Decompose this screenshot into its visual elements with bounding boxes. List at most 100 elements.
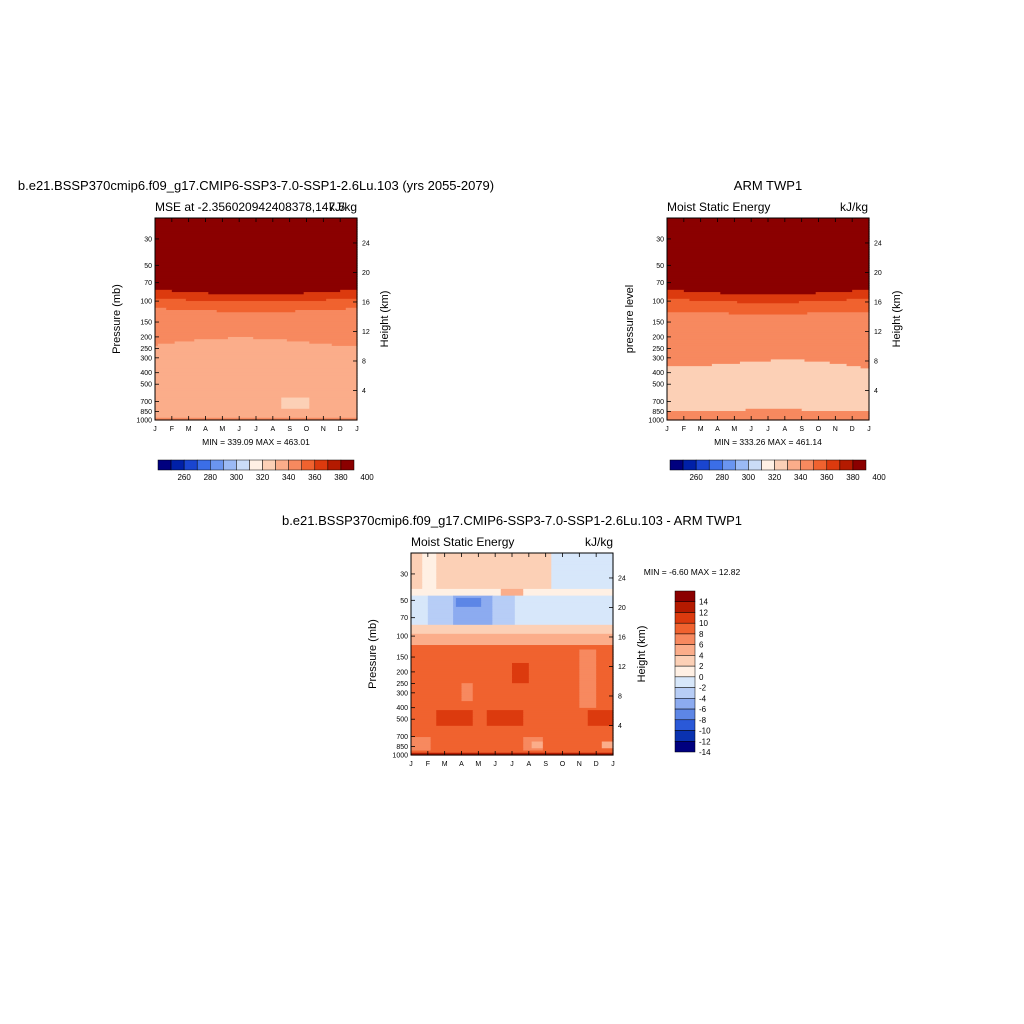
field-cell [155, 238, 358, 242]
field-cell [551, 557, 614, 561]
field-cell [155, 283, 358, 286]
field-cell [455, 600, 482, 603]
field-cell [667, 390, 870, 394]
field-cell [461, 694, 474, 698]
field-cell [155, 375, 358, 378]
field-cell [667, 303, 870, 307]
field-cell [531, 741, 544, 745]
field-cell [492, 615, 516, 619]
field-cell [667, 251, 870, 255]
field-cell [596, 667, 614, 671]
field-cell [411, 629, 614, 633]
field-cell [411, 721, 437, 725]
field-cell [667, 298, 691, 302]
field-cell [455, 604, 482, 608]
field-cell [171, 289, 341, 293]
obs-min-max: MIN = 333.26 MAX = 461.14 [714, 437, 822, 447]
field-cell [579, 685, 597, 689]
field-cell [411, 606, 429, 610]
field-cell [436, 577, 552, 581]
field-cell [436, 555, 552, 559]
diff-subtitle-left: Moist Static Energy [411, 535, 514, 549]
field-cell [596, 654, 614, 657]
month-tick-label: A [270, 426, 275, 433]
field-cell [155, 260, 358, 264]
field-cell [667, 233, 870, 237]
field-cell [514, 600, 614, 603]
colorbar-box [735, 459, 749, 471]
field-cell [667, 343, 870, 347]
field-cell [155, 341, 176, 345]
colorbar-box [674, 590, 696, 602]
field-cell [430, 748, 524, 752]
field-cell [427, 606, 454, 610]
field-cell [523, 712, 589, 716]
obs-subtitle-left: Moist Static Energy [667, 200, 770, 214]
field-cell [427, 618, 454, 621]
field-cell [551, 561, 614, 565]
pressure-tick-label: 500 [396, 717, 408, 724]
pressure-tick-label: 70 [144, 280, 152, 287]
field-cell [514, 606, 614, 610]
field-cell [481, 597, 493, 601]
field-cell [667, 357, 870, 360]
obs-figure-title: ARM TWP1 [734, 178, 802, 193]
field-cell [411, 564, 423, 568]
pressure-tick-label: 30 [400, 571, 408, 578]
field-cell [523, 588, 614, 592]
field-cell [411, 636, 614, 639]
field-cell [427, 620, 454, 624]
field-cell [155, 222, 358, 226]
field-cell [667, 323, 870, 327]
field-cell [512, 667, 530, 671]
field-cell [155, 357, 358, 360]
field-cell [155, 413, 358, 417]
field-cell [155, 402, 282, 405]
field-cell [155, 390, 358, 394]
field-cell [667, 411, 870, 414]
field-cell [155, 242, 358, 246]
field-cell [745, 408, 803, 412]
field-cell [411, 561, 423, 565]
field-cell [422, 564, 437, 568]
field-cell [579, 660, 597, 664]
field-cell [500, 591, 524, 594]
field-cell [531, 746, 544, 749]
field-cell [411, 553, 423, 556]
field-cell [411, 555, 423, 559]
field-cell [411, 748, 432, 752]
pressure-tick-label: 250 [396, 681, 408, 688]
month-tick-label: A [715, 426, 720, 433]
field-cell [667, 274, 870, 277]
field-cell [667, 384, 870, 387]
field-cell [579, 683, 597, 687]
field-cell [667, 296, 870, 300]
field-cell [411, 579, 423, 583]
field-cell [667, 316, 870, 320]
field-cell [155, 359, 358, 363]
pressure-tick-label: 300 [652, 355, 664, 362]
field-cell [422, 561, 437, 565]
field-cell [461, 698, 474, 702]
colorbar-box [674, 698, 696, 710]
colorbar-box [301, 459, 316, 471]
field-cell [411, 633, 614, 637]
field-cell [492, 602, 516, 606]
field-cell [427, 595, 454, 599]
colorbar-label: 260 [177, 473, 191, 482]
field-cell [411, 734, 614, 738]
field-cell [155, 395, 358, 399]
field-cell [579, 671, 597, 675]
colorbar-box [223, 459, 237, 471]
colorbar-box [170, 459, 185, 471]
field-cell [486, 723, 524, 727]
field-cell [411, 591, 502, 594]
field-cell [411, 714, 437, 718]
field-cell [155, 265, 358, 268]
field-cell [860, 366, 870, 369]
field-cell [155, 251, 358, 255]
field-cell [551, 566, 614, 570]
field-cell [579, 654, 597, 657]
field-cell [155, 292, 209, 295]
model-heatmap: 30 50 70 100 150 200 250 300 400 500 700 850 1000 24 2… [136, 217, 370, 433]
